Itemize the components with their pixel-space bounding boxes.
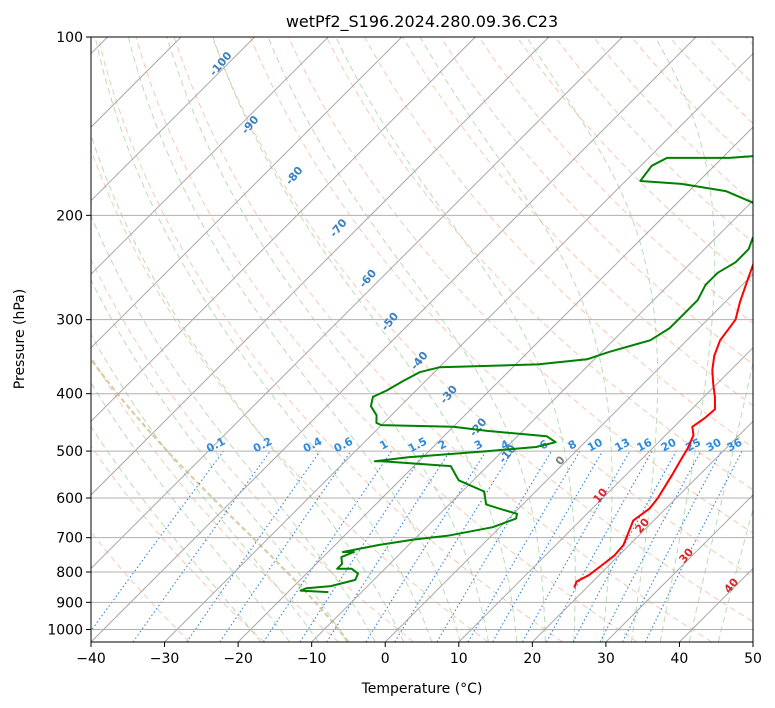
plot-frame [90, 36, 754, 643]
moist-adiabat [94, 37, 433, 642]
isotherm-line [164, 52, 753, 642]
moist-adiabat [91, 381, 291, 642]
x-tick-label: 40 [671, 651, 689, 667]
x-tick-label: 20 [523, 651, 541, 667]
isotherm-line [91, 37, 476, 423]
dry-adiabat [97, 37, 563, 642]
x-axis-title: Temperature (°C) [361, 681, 483, 697]
x-tick-label: −40 [76, 651, 106, 667]
mixing-ratio-line [263, 450, 392, 642]
y-tick-label: 400 [56, 387, 83, 403]
dewpoint-line [299, 155, 753, 594]
x-axis-ticks: −40 −30 −20 −10 0 10 20 30 40 50 [76, 642, 762, 667]
mixing-ratio-line [522, 450, 631, 642]
y-axis-title: Pressure (hPa) [12, 289, 28, 389]
isotherm-line [91, 37, 623, 570]
moist-adiabat [91, 333, 319, 642]
mixing-ratio-line [219, 450, 352, 642]
isotherm-line [531, 420, 753, 642]
moist-adiabat [526, 37, 659, 642]
moist-adiabat [267, 37, 546, 642]
dry-adiabat [91, 445, 265, 642]
moist-adiabat [419, 37, 613, 642]
isotherm-line [311, 199, 753, 642]
isotherm-line [91, 37, 403, 349]
mixing-ratio-line [299, 450, 426, 642]
moist-adiabat [335, 37, 576, 642]
mixing-ratio-label: 13 [613, 436, 633, 455]
y-tick-label: 500 [56, 444, 83, 460]
x-tick-label: 30 [597, 651, 615, 667]
mixing-ratio-line [326, 450, 451, 642]
isotherm-line [91, 37, 550, 496]
moist-adiabat [212, 37, 518, 642]
isotherm-line [91, 37, 256, 202]
profile-series [299, 155, 753, 594]
moist-adiabat [91, 133, 405, 642]
y-tick-label: 900 [56, 595, 83, 611]
dry-adiabat [211, 37, 753, 623]
isotherm-line [91, 37, 697, 642]
x-tick-label: −10 [297, 651, 327, 667]
y-tick-label: 100 [56, 30, 83, 46]
moist-adiabat [91, 214, 376, 642]
y-tick-label: 600 [56, 491, 83, 507]
background-lines [91, 37, 753, 642]
moist-adiabat [91, 425, 262, 642]
isotherm-line [605, 494, 753, 642]
mixing-ratio-label: 10 [585, 436, 605, 455]
dry-adiabat [91, 258, 414, 642]
y-axis-ticks: 100 200 300 400 500 600 700 800 900 1000 [47, 30, 91, 638]
moist-adiabat [688, 360, 753, 642]
moist-adiabat [166, 37, 489, 642]
y-tick-label: 300 [56, 313, 83, 329]
moist-adiabat [654, 37, 716, 642]
mixing-ratio-line [132, 450, 271, 642]
mixing-ratio-label: 30 [704, 436, 724, 455]
mixing-ratio-line [186, 450, 321, 642]
y-tick-label: 800 [56, 565, 83, 581]
y-tick-label: 200 [56, 208, 83, 224]
x-tick-label: 10 [450, 651, 468, 667]
y-tick-label: 1000 [47, 622, 83, 638]
mixing-ratio-label: 16 [635, 436, 655, 455]
dry-adiabat [91, 355, 340, 642]
x-tick-label: 50 [744, 651, 762, 667]
chart-title: wetPf2_S196.2024.280.09.36.C23 [286, 12, 558, 32]
mixing-ratio-label: 36 [725, 436, 745, 455]
dry-adiabat [249, 37, 753, 578]
isotherm-line [237, 126, 753, 642]
moist-adiabat [91, 278, 348, 642]
mixing-ratio-line [644, 450, 743, 642]
moist-adiabat [127, 37, 461, 642]
dry-adiabat [287, 37, 753, 534]
isotherm-line [384, 273, 753, 642]
mixing-ratio-line [572, 450, 677, 642]
mixing-ratio-line [91, 450, 224, 632]
y-tick-label: 700 [56, 531, 83, 547]
mixing-ratio-label: 20 [659, 436, 679, 455]
isotherm-line [91, 37, 329, 275]
x-tick-label: −30 [150, 651, 180, 667]
dry-adiabat [173, 37, 713, 642]
isotherm-line [458, 347, 753, 642]
moist-adiabat [717, 507, 753, 642]
temperature-line [573, 261, 753, 588]
x-tick-label: −20 [223, 651, 253, 667]
mixing-ratio-label: 25 [683, 436, 703, 455]
mixing-ratio-line [546, 450, 653, 642]
x-tick-label: 0 [381, 651, 390, 667]
dry-adiabat [326, 37, 753, 491]
